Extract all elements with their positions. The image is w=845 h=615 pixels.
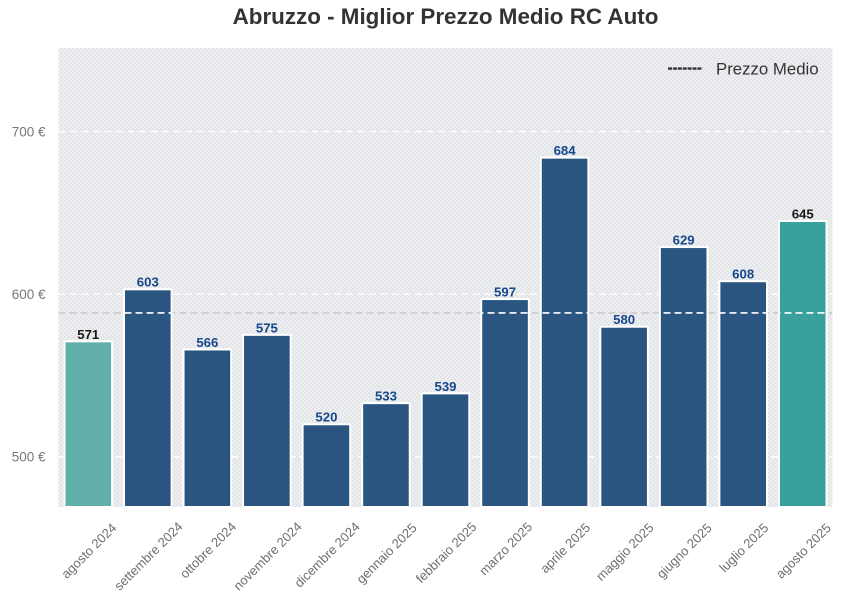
svg-text:571: 571 xyxy=(77,327,99,342)
svg-text:539: 539 xyxy=(434,379,456,394)
svg-text:566: 566 xyxy=(196,335,218,350)
svg-text:684: 684 xyxy=(554,143,577,158)
svg-text:629: 629 xyxy=(673,232,695,247)
svg-text:575: 575 xyxy=(256,320,278,335)
svg-text:580: 580 xyxy=(613,312,635,327)
svg-text:533: 533 xyxy=(375,389,397,404)
svg-text:608: 608 xyxy=(732,267,754,282)
svg-text:597: 597 xyxy=(494,284,516,299)
svg-text:Abruzzo - Miglior Prezzo Medio: Abruzzo - Miglior Prezzo Medio RC Auto xyxy=(233,4,659,29)
svg-text:645: 645 xyxy=(792,206,814,221)
svg-text:603: 603 xyxy=(137,275,159,290)
svg-text:520: 520 xyxy=(315,410,337,425)
svg-text:500 €: 500 € xyxy=(12,450,46,465)
svg-text:700 €: 700 € xyxy=(12,124,46,139)
svg-text:Prezzo Medio: Prezzo Medio xyxy=(716,60,819,79)
svg-text:600 €: 600 € xyxy=(12,287,46,302)
